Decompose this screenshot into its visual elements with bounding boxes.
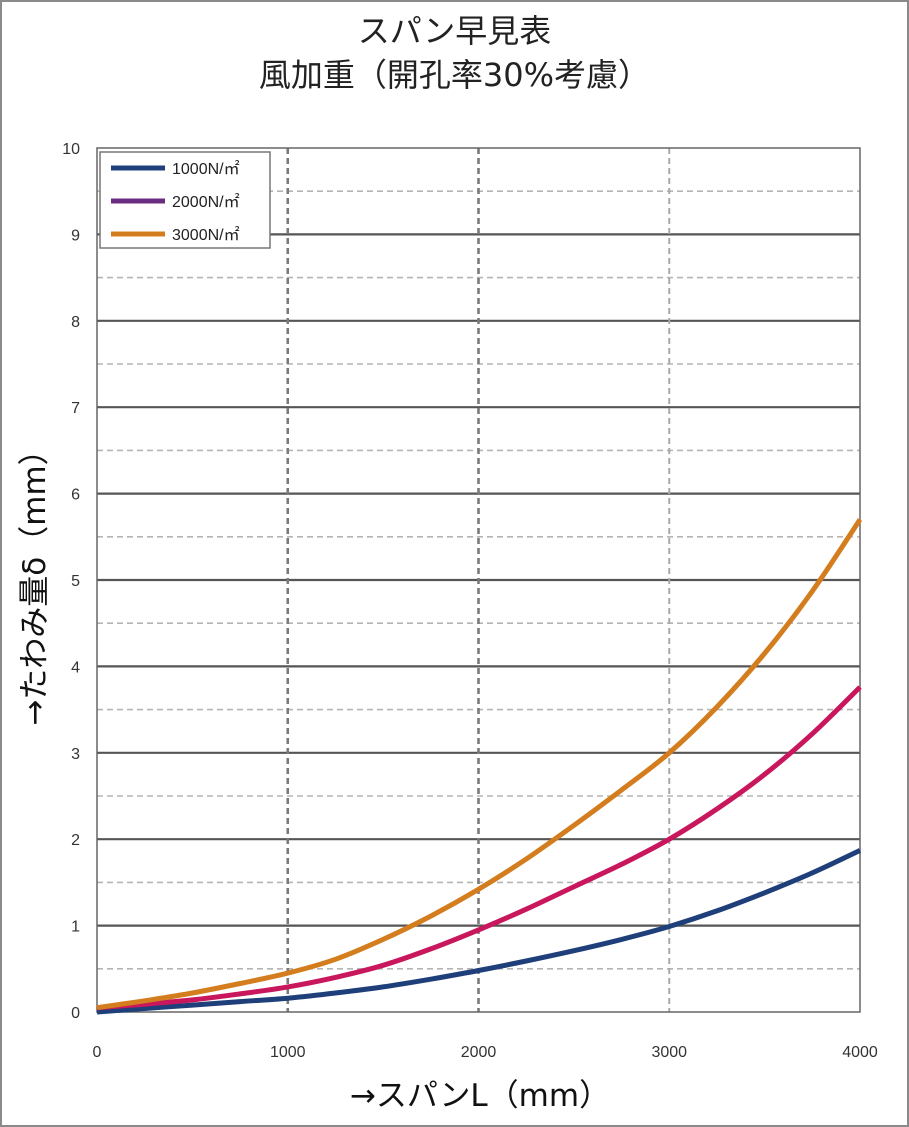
y-tick-label: 3 bbox=[71, 746, 80, 763]
y-tick-label: 4 bbox=[71, 659, 80, 676]
y-tick-label: 9 bbox=[71, 227, 80, 244]
x-tick-label: 3000 bbox=[651, 1044, 687, 1061]
y-tick-label: 6 bbox=[71, 487, 80, 504]
legend-label: 3000N/㎡ bbox=[172, 226, 240, 244]
x-tick-label: 2000 bbox=[461, 1044, 497, 1061]
y-tick-label: 8 bbox=[71, 314, 80, 331]
series-line bbox=[96, 848, 862, 1015]
series-line bbox=[96, 685, 862, 1011]
x-tick-label: 4000 bbox=[842, 1044, 878, 1061]
x-tick-label: 1000 bbox=[270, 1044, 306, 1061]
x-axis-title: →スパンL（mm） bbox=[350, 1078, 610, 1114]
y-tick-label: 7 bbox=[71, 400, 80, 417]
legend-label: 1000N/㎡ bbox=[172, 160, 240, 178]
grid bbox=[97, 148, 860, 1012]
legend-label: 2000N/㎡ bbox=[172, 193, 240, 211]
y-tick-label: 2 bbox=[71, 832, 80, 849]
chart-title: スパン早見表 bbox=[357, 12, 552, 50]
y-tick-label: 0 bbox=[71, 1005, 80, 1022]
plot-area bbox=[96, 147, 861, 1013]
x-tick-label: 0 bbox=[93, 1044, 102, 1061]
y-tick-label: 1 bbox=[71, 919, 80, 936]
y-tick-label: 10 bbox=[62, 141, 80, 158]
series-lines bbox=[96, 518, 863, 1015]
series-line bbox=[96, 518, 863, 1011]
chart-subtitle: 風加重（開孔率30%考慮） bbox=[258, 56, 651, 94]
tick-labels: 0 1 2 3 4 5 6 7 8 9 10 0 1000 2000 3000 4000 bbox=[62, 141, 878, 1061]
legend: 1000N/㎡ 2000N/㎡ 3000N/㎡ bbox=[99, 151, 271, 249]
y-tick-label: 5 bbox=[71, 573, 80, 590]
y-axis-title: →たわみ量δ（mm） bbox=[17, 434, 53, 725]
